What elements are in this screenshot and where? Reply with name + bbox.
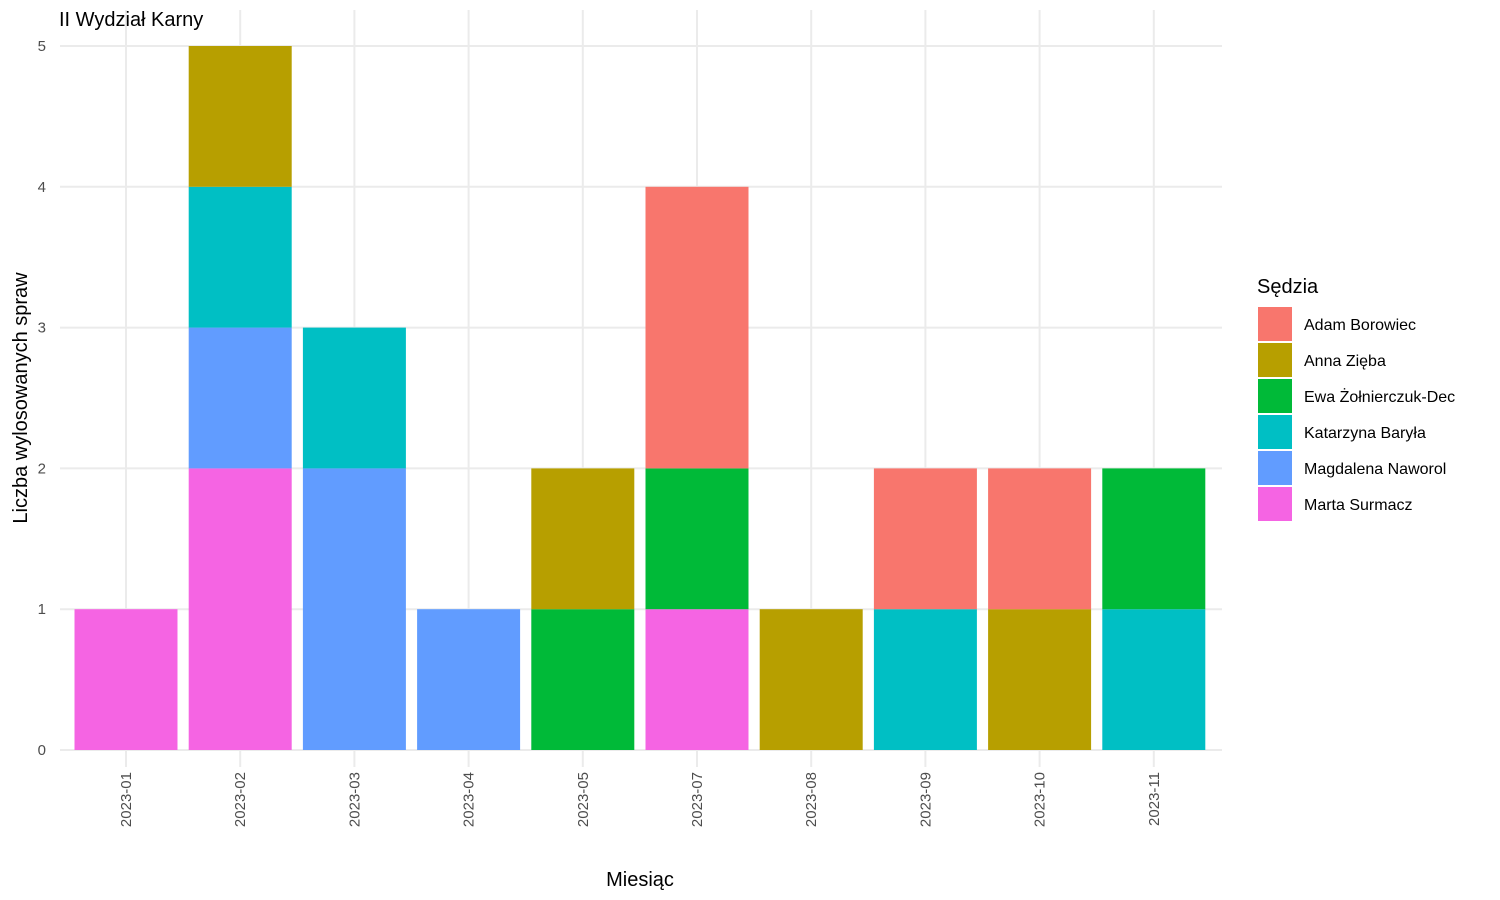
- x-tick-label: 2023-10: [1032, 772, 1049, 827]
- y-tick-label: 4: [38, 179, 46, 196]
- x-tick-label: 2023-11: [1146, 772, 1163, 826]
- bar-segment: [1102, 468, 1206, 610]
- legend-label: Anna Zięba: [1304, 353, 1386, 370]
- legend-item: Magdalena Naworol: [1258, 451, 1446, 485]
- y-tick-labels: 0 1 2 3 4 5: [38, 38, 46, 759]
- legend-swatch: [1258, 343, 1292, 377]
- bar-segment: [645, 609, 749, 750]
- x-axis-title: Miesiąc: [606, 869, 674, 891]
- bar-segment: [302, 468, 406, 750]
- legend-swatch: [1258, 451, 1292, 485]
- bar-segment: [1102, 609, 1206, 750]
- legend-label: Katarzyna Baryła: [1304, 425, 1426, 442]
- bar-segment: [759, 609, 863, 750]
- bar-segment: [645, 186, 749, 469]
- x-tick-label: 2023-05: [575, 772, 592, 827]
- legend-item: Marta Surmacz: [1258, 487, 1412, 521]
- legend-label: Magdalena Naworol: [1304, 461, 1446, 478]
- legend-label: Adam Borowiec: [1304, 317, 1416, 334]
- y-axis-title: Liczba wylosowanych spraw: [10, 272, 32, 524]
- bar-segment: [645, 468, 749, 610]
- x-tick-label: 2023-09: [917, 772, 934, 827]
- legend-swatch: [1258, 307, 1292, 341]
- legend-label: Ewa Żołnierczuk-Dec: [1304, 387, 1455, 406]
- legend-items: Adam Borowiec Anna Zięba Ewa Żołnierczuk-D…: [1258, 307, 1455, 521]
- legend-item: Ewa Żołnierczuk-Dec: [1258, 379, 1455, 413]
- y-tick-label: 2: [38, 460, 46, 477]
- bar-segment: [302, 327, 406, 469]
- legend-item: Anna Zięba: [1258, 343, 1386, 377]
- bars-layer: [74, 46, 1206, 750]
- y-tick-label: 0: [38, 742, 46, 759]
- plot-title: II Wydział Karny: [59, 9, 203, 31]
- legend: Sędzia Adam Borowiec Anna Zięba Ewa Żołnie…: [1257, 276, 1455, 521]
- x-tick-label: 2023-01: [118, 772, 135, 827]
- bar-segment: [188, 468, 292, 750]
- bar-segment: [873, 609, 977, 750]
- bar-segment: [417, 609, 521, 750]
- legend-swatch: [1258, 487, 1292, 521]
- y-tick-label: 1: [38, 601, 46, 618]
- bar-segment: [188, 327, 292, 469]
- bar-segment: [74, 609, 178, 750]
- x-tick-label: 2023-02: [232, 772, 249, 827]
- bar-segment: [531, 609, 635, 750]
- legend-item: Katarzyna Baryła: [1258, 415, 1426, 449]
- bar-segment: [188, 46, 292, 187]
- bar-segment: [873, 468, 977, 610]
- y-tick-label: 5: [38, 38, 46, 55]
- legend-label: Marta Surmacz: [1304, 497, 1412, 514]
- legend-swatch: [1258, 379, 1292, 413]
- legend-item: Adam Borowiec: [1258, 307, 1416, 341]
- legend-title: Sędzia: [1257, 276, 1319, 298]
- bar-segment: [988, 468, 1092, 610]
- x-tick-labels: 2023-01 2023-02 2023-03 2023-04 2023-05 2023-…: [118, 772, 1163, 827]
- x-tick-label: 2023-07: [689, 772, 706, 827]
- legend-swatch: [1258, 415, 1292, 449]
- bar-segment: [531, 468, 635, 610]
- bar-segment: [988, 609, 1092, 750]
- x-tick-label: 2023-04: [461, 772, 478, 827]
- x-tick-label: 2023-03: [346, 772, 363, 827]
- bar-segment: [188, 186, 292, 328]
- y-tick-label: 3: [38, 320, 46, 337]
- x-tick-label: 2023-08: [803, 772, 820, 827]
